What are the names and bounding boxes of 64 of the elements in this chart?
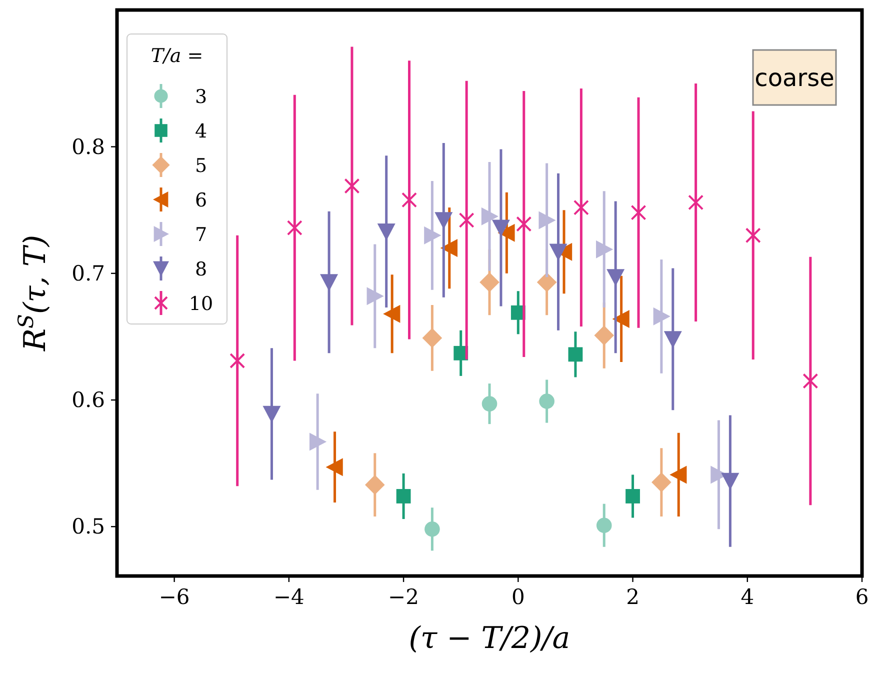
point bbox=[230, 352, 246, 368]
point bbox=[596, 518, 612, 533]
y-tick-label: 0.5 bbox=[72, 514, 105, 539]
point bbox=[568, 347, 583, 362]
point bbox=[538, 211, 556, 230]
point bbox=[536, 272, 557, 292]
point bbox=[440, 239, 458, 258]
point bbox=[573, 200, 589, 216]
point bbox=[286, 220, 302, 236]
point bbox=[364, 474, 385, 495]
x-tick-label: 0 bbox=[511, 585, 525, 609]
point bbox=[402, 192, 418, 208]
point bbox=[596, 240, 614, 258]
point bbox=[424, 522, 440, 537]
point bbox=[606, 269, 625, 286]
legend-label: 5 bbox=[194, 155, 208, 177]
point bbox=[482, 396, 498, 412]
y-tick-label: 0.6 bbox=[72, 388, 105, 412]
x-tick-label: 2 bbox=[626, 585, 640, 609]
annotation: coarse bbox=[754, 64, 834, 92]
point bbox=[652, 472, 672, 492]
point bbox=[802, 373, 818, 389]
point bbox=[745, 228, 761, 244]
point bbox=[434, 212, 453, 230]
legend-label: 3 bbox=[194, 86, 208, 108]
x-tick-label: 6 bbox=[855, 585, 869, 609]
x-tick-label: 4 bbox=[740, 585, 754, 609]
x-axis-title: (τ − T/2)/a bbox=[408, 621, 570, 656]
point bbox=[424, 226, 442, 244]
legend-title: T/a = bbox=[150, 45, 204, 67]
point bbox=[366, 287, 384, 306]
point bbox=[594, 326, 614, 346]
point bbox=[326, 458, 343, 476]
y-tick-label: 0.7 bbox=[72, 261, 105, 286]
point bbox=[498, 224, 515, 242]
point bbox=[516, 216, 532, 232]
point bbox=[480, 272, 500, 292]
point bbox=[653, 307, 670, 326]
point bbox=[539, 394, 554, 409]
legend-label: 8 bbox=[194, 258, 208, 280]
point bbox=[396, 489, 411, 504]
point bbox=[492, 220, 510, 237]
x-tick-label: −6 bbox=[158, 585, 190, 609]
point bbox=[626, 489, 640, 504]
point bbox=[664, 331, 682, 348]
point bbox=[422, 328, 442, 348]
legend-label: 10 bbox=[188, 293, 214, 315]
point bbox=[688, 194, 704, 210]
point bbox=[344, 178, 360, 194]
point bbox=[670, 466, 687, 484]
point bbox=[481, 207, 498, 226]
point bbox=[612, 310, 630, 328]
point bbox=[320, 274, 338, 292]
point bbox=[630, 204, 646, 220]
legend-label: 7 bbox=[194, 224, 208, 246]
point bbox=[458, 212, 474, 228]
point bbox=[383, 304, 400, 323]
point bbox=[377, 223, 396, 241]
x-tick-label: −2 bbox=[388, 585, 420, 609]
x-tick-label: −4 bbox=[273, 585, 304, 609]
point bbox=[309, 432, 327, 451]
legend-label: 6 bbox=[194, 190, 208, 212]
y-tick-label: 0.8 bbox=[72, 134, 105, 159]
legend-label: 4 bbox=[194, 120, 208, 142]
